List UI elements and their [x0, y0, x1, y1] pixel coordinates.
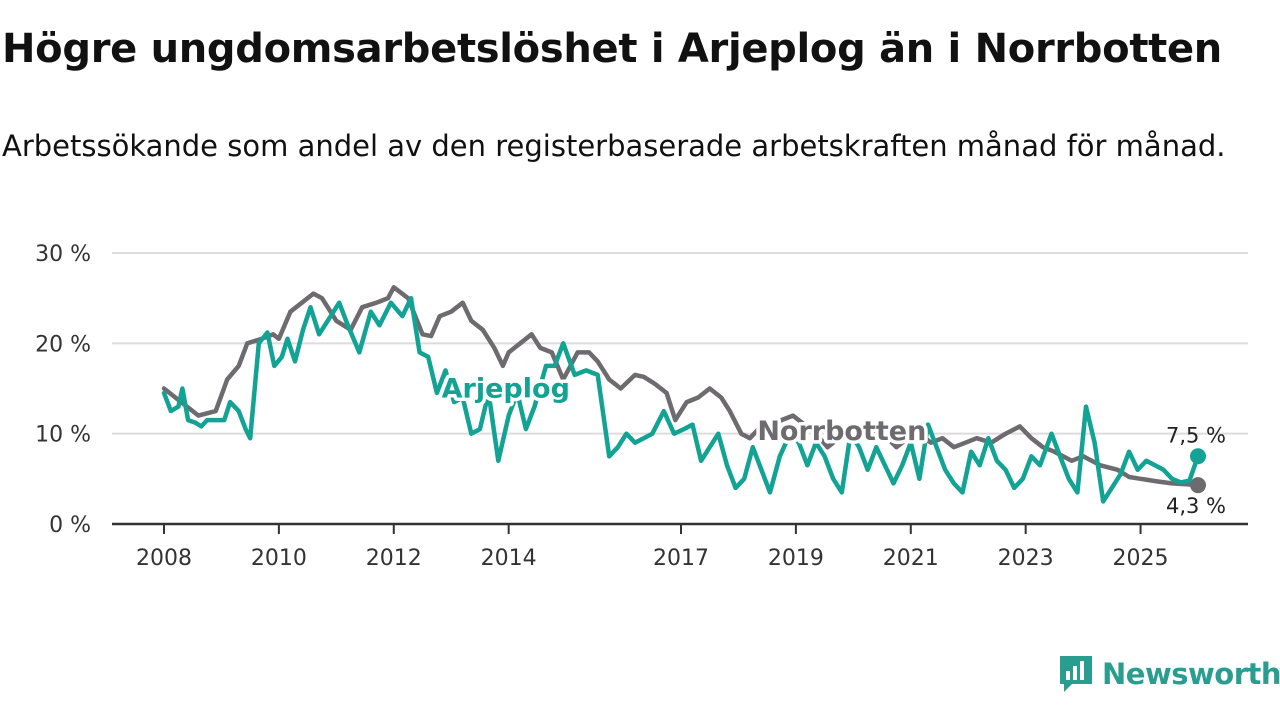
y-tick-label: 0 % [49, 513, 91, 538]
grid-lines [112, 252, 1248, 435]
x-tick-label: 2023 [998, 546, 1054, 571]
newsworthy-logo-icon [1060, 656, 1092, 692]
x-tick-label: 2010 [251, 546, 307, 571]
series-label-arjeplog: Arjeplog [442, 374, 570, 405]
y-tick-label: 10 % [35, 423, 91, 448]
series-labels: 4,3 % 7,5 % Arjeplog Norrbotten [438, 370, 1226, 518]
newsworthy-brand: Newsworthy [1058, 654, 1280, 694]
y-tick-label: 20 % [35, 332, 91, 357]
y-tick-label: 30 % [35, 242, 91, 267]
end-point-arjeplog [1190, 448, 1206, 465]
series-lines [161, 285, 1206, 504]
x-tick-label: 2008 [136, 546, 192, 571]
x-tick-label: 2014 [481, 546, 537, 571]
x-axis: 2008 2010 2012 2014 2017 2019 2021 2023 2025 [112, 522, 1248, 571]
series-line-norrbotten [161, 285, 1201, 488]
end-label-arjeplog: 7,5 % [1166, 423, 1226, 447]
brand-name: Newsworthy [1102, 657, 1280, 691]
series-line-arjeplog [161, 295, 1201, 504]
end-label-norrbotten: 4,3 % [1166, 494, 1226, 518]
chart-title: Högre ungdomsarbetslöshet i Arjeplog än … [2, 26, 1222, 72]
x-tick-label: 2012 [366, 546, 422, 571]
y-axis: 0 % 10 % 20 % 30 % [35, 242, 91, 538]
x-tick-label: 2019 [768, 546, 824, 571]
chart-subtitle: Arbetssökande som andel av den registerb… [2, 129, 1226, 163]
x-tick-label: 2025 [1113, 546, 1169, 571]
series-label-norrbotten: Norrbotten [757, 416, 926, 447]
x-tick-label: 2017 [653, 546, 709, 571]
x-tick-label: 2021 [883, 546, 939, 571]
end-point-norrbotten [1190, 477, 1206, 494]
